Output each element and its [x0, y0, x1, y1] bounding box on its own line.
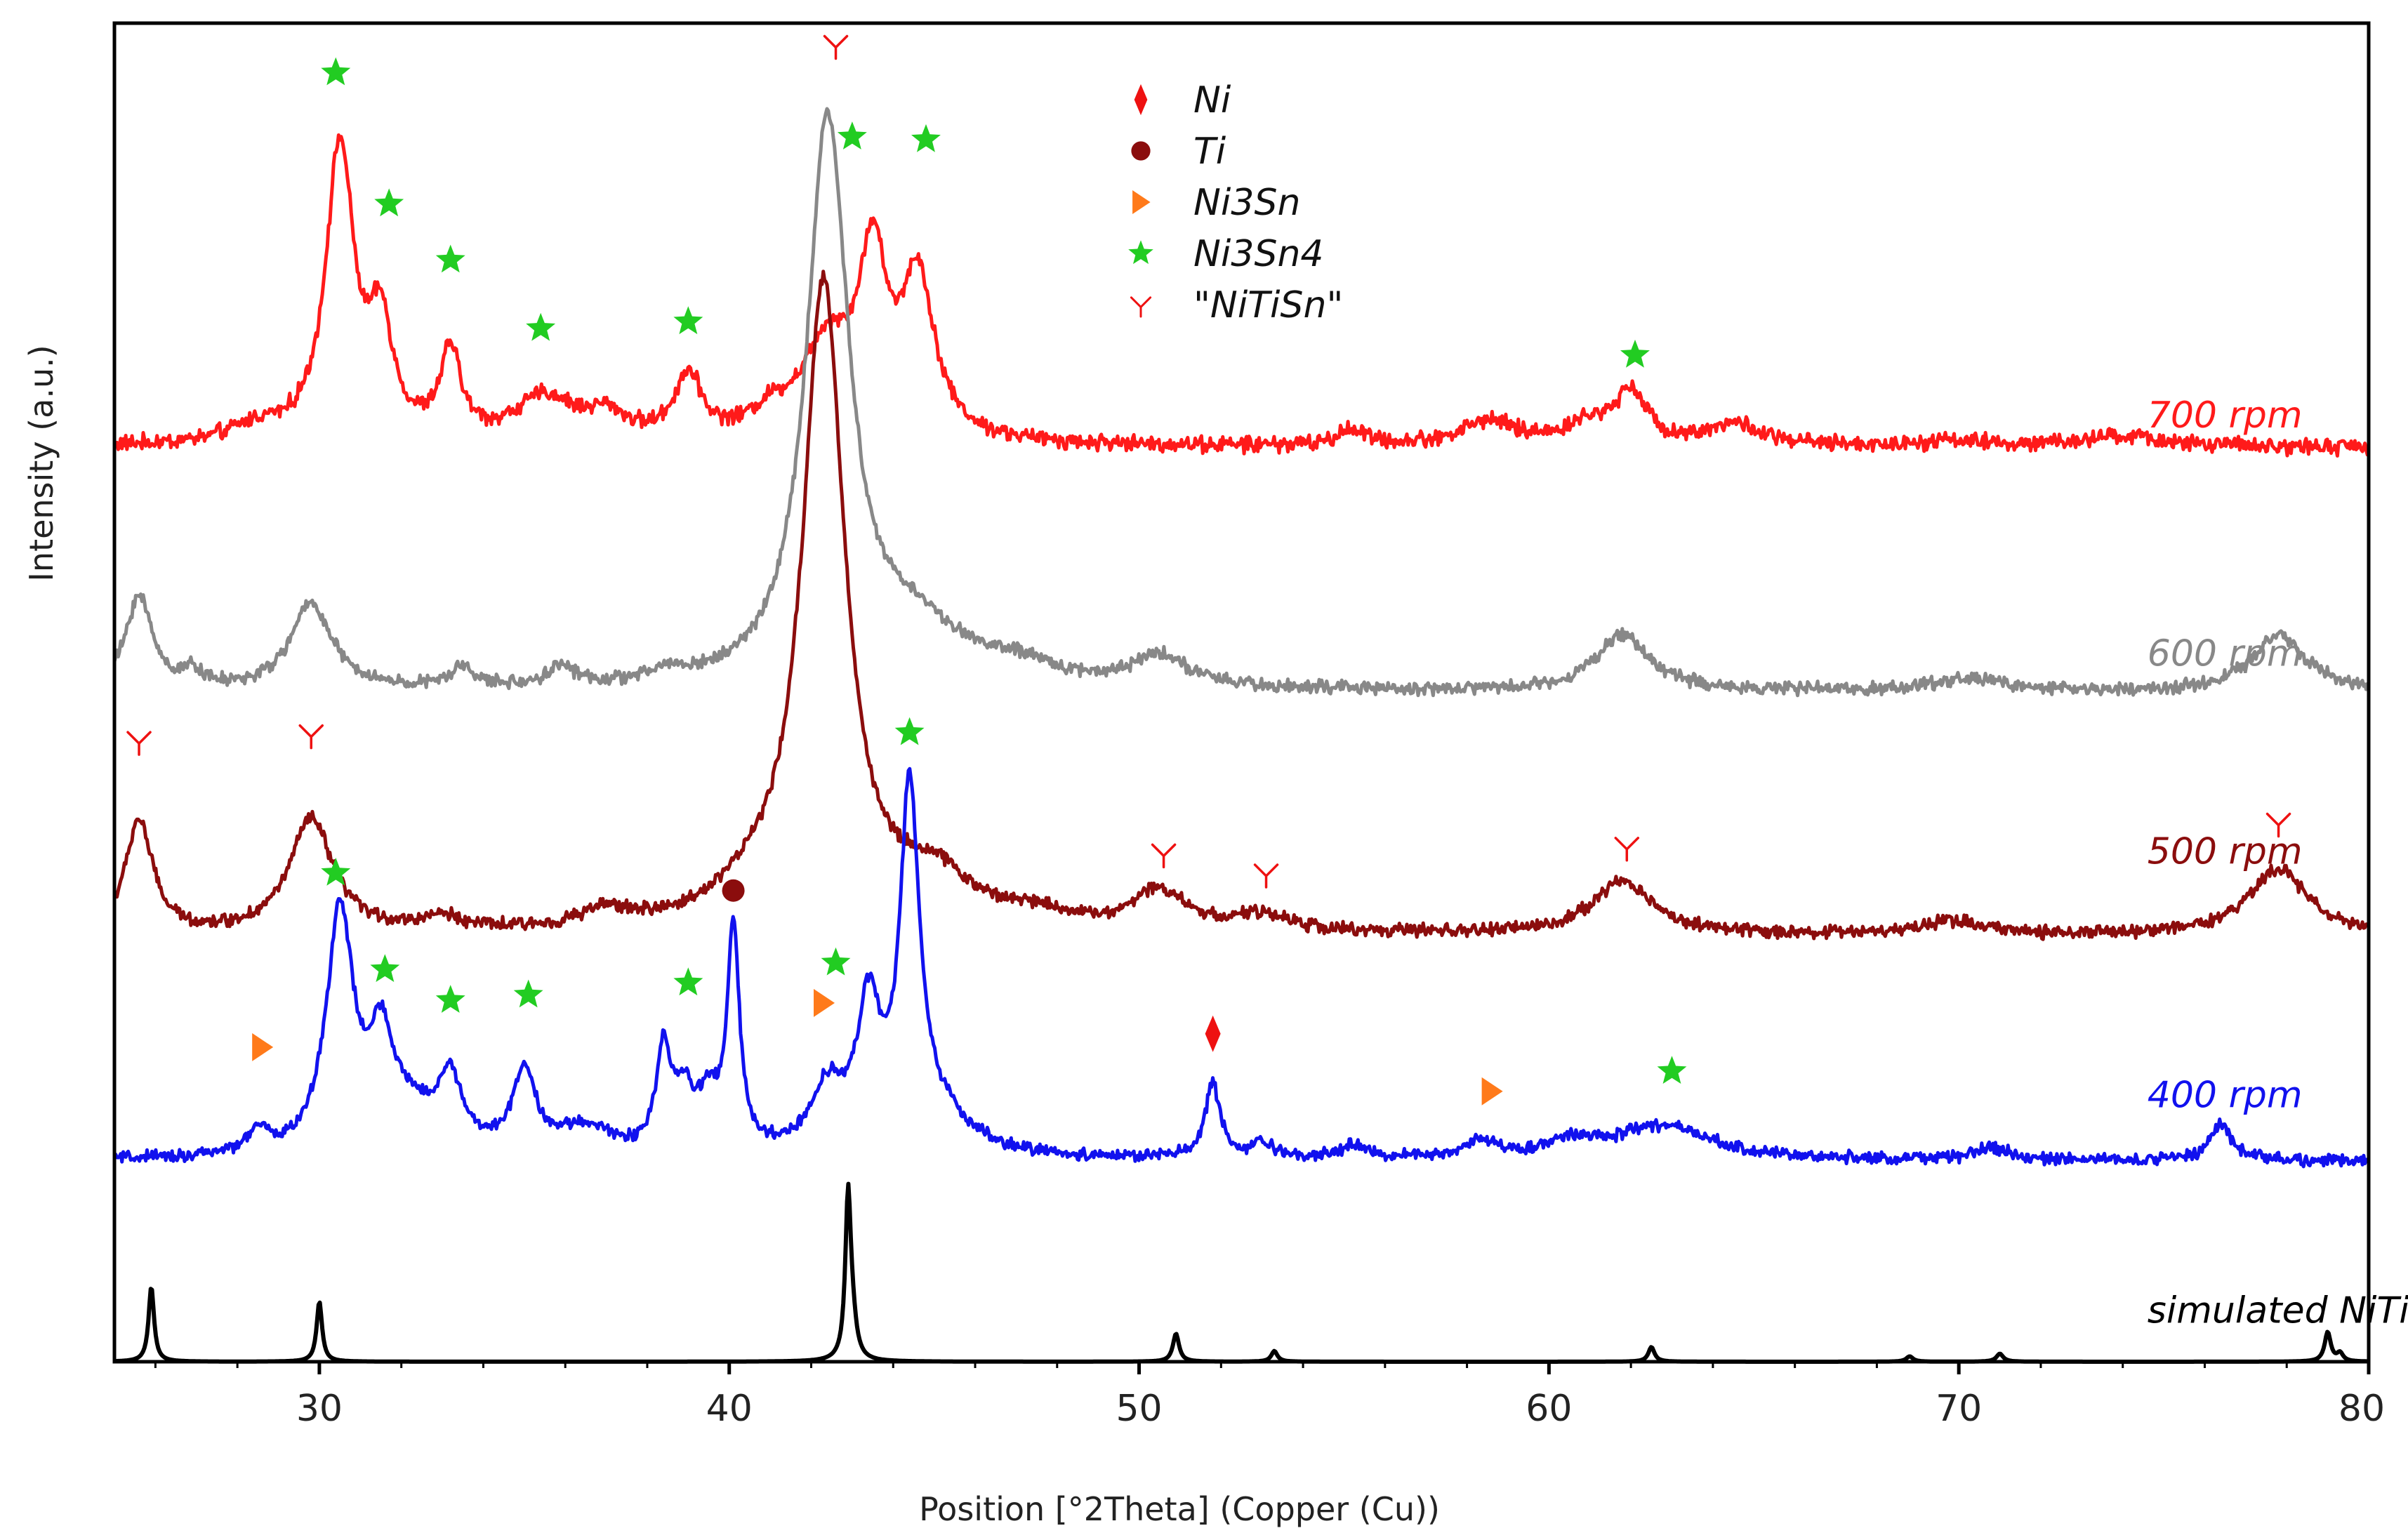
peak-marker-star-7	[1620, 339, 1650, 368]
x-tick-label-30: 30	[296, 1388, 343, 1430]
plot-frame	[112, 21, 2371, 1364]
peak-marker-star-5	[837, 121, 867, 150]
x-axis-title: Position [°2Theta] (Copper (Cu))	[919, 1490, 1440, 1528]
series-label-400-rpm: 400 rpm	[2148, 1075, 2303, 1117]
series-line-700-rpm	[112, 133, 2371, 458]
legend-label-ni: Ni	[1193, 79, 1231, 121]
x-axis: 30 40 50 60 70 80	[154, 1362, 2385, 1430]
legend-label-nitisn: "NiTiSn"	[1193, 284, 1343, 326]
peak-marker-star-15	[894, 717, 925, 745]
peak-marker-star-18	[370, 954, 400, 982]
peak-marker-star-19	[435, 985, 465, 1013]
legend-label-ni3sn4: Ni3Sn4	[1193, 233, 1324, 275]
plot-background	[114, 23, 2369, 1362]
peak-marker-star-22	[821, 947, 851, 976]
peak-marker-star-16	[321, 857, 351, 886]
series-label-layer: 700 rpm 600 rpm 500 rpm 400 rpm simulated Ni…	[2148, 394, 2408, 1332]
series-label-simulated-nitisn: simulated NiTiSn	[2148, 1290, 2408, 1332]
peak-marker-tri-14	[2265, 812, 2291, 838]
legend-label-ni3sn: Ni3Sn	[1193, 182, 1300, 224]
x-tick-label-50: 50	[1116, 1388, 1162, 1430]
x-tick-label-70: 70	[1936, 1388, 1982, 1430]
legend-label-ti: Ti	[1193, 131, 1226, 173]
legend: Ni Ti Ni3Sn Ni3Sn4 "NiTiSn"	[1128, 79, 1343, 326]
series-label-600-rpm: 600 rpm	[2148, 632, 2303, 675]
legend-marker-ni3sn	[1132, 190, 1151, 214]
peak-marker-tri-10	[298, 724, 324, 750]
peak-marker-tri-9	[126, 731, 152, 756]
peak-marker-layer	[126, 34, 2291, 1106]
peak-marker-triangle-26	[1481, 1077, 1503, 1106]
peak-marker-star-23	[1657, 1056, 1687, 1084]
peak-marker-star-2	[435, 244, 465, 273]
peak-marker-star-20	[513, 979, 543, 1008]
peak-marker-circle-17	[722, 879, 745, 902]
series-label-500-rpm: 500 rpm	[2148, 831, 2303, 873]
peak-marker-triangle-24	[814, 988, 835, 1017]
peak-marker-triangle-25	[252, 1033, 274, 1061]
series-line-400-rpm	[112, 766, 2370, 1169]
series-line-600-rpm	[112, 107, 2371, 698]
peak-marker-star-4	[673, 306, 703, 335]
peak-marker-star-0	[321, 57, 351, 86]
peak-marker-star-1	[374, 188, 404, 217]
peak-marker-tri-12	[1253, 863, 1279, 889]
legend-marker-ni3sn4	[1128, 240, 1153, 265]
x-tick-label-60: 60	[1526, 1388, 1572, 1430]
legend-marker-ti	[1131, 141, 1151, 161]
y-axis-title: Intensity (a.u.)	[22, 345, 60, 581]
series-line-500-rpm	[112, 270, 2370, 941]
peak-marker-tri-11	[1151, 843, 1177, 869]
peak-marker-star-3	[526, 312, 556, 341]
peak-marker-star-21	[673, 967, 703, 996]
peak-marker-tri-8	[823, 34, 849, 60]
x-tick-label-80: 80	[2338, 1388, 2385, 1430]
series-label-700-rpm: 700 rpm	[2148, 394, 2303, 437]
series-layer	[112, 107, 2371, 1364]
peak-marker-diamond-27	[1205, 1015, 1221, 1052]
peak-marker-star-6	[911, 124, 941, 152]
x-tick-label-40: 40	[706, 1388, 753, 1430]
legend-marker-ni	[1134, 84, 1148, 116]
peak-marker-tri-13	[1614, 837, 1640, 862]
legend-marker-nitisn	[1130, 296, 1152, 318]
